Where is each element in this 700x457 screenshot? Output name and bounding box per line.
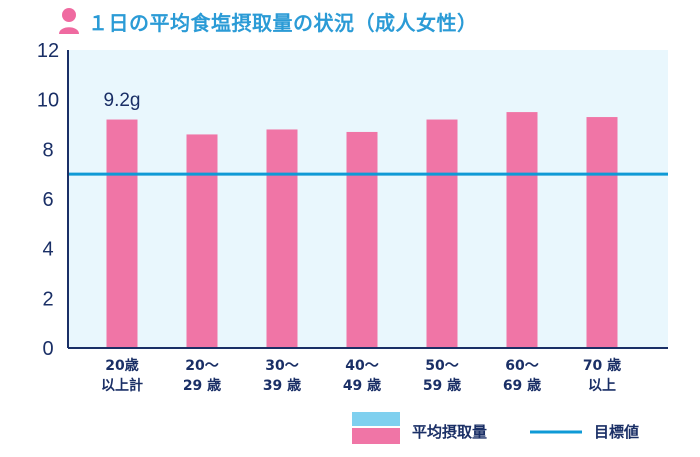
- legend-target-label: 目標値: [594, 423, 639, 441]
- x-tick-label: 70 歳以上: [583, 357, 621, 394]
- bar-6: [586, 117, 618, 348]
- y-tick-labels: 0 2 4 6 8 10 12: [37, 40, 59, 360]
- legend: 平均摂取量 目標値: [352, 412, 639, 444]
- y-tick-label: 12: [37, 40, 59, 62]
- bar-2: [266, 129, 298, 348]
- y-tick-label: 2: [42, 288, 53, 310]
- chart-title-row: １日の平均食塩摂取量の状況（成人女性）: [58, 6, 478, 36]
- y-tick-label: 10: [37, 90, 59, 112]
- x-tick-label: 40～ 49 歳: [343, 358, 381, 394]
- x-tick-label: 60～ 69 歳: [503, 358, 541, 394]
- chart-title: １日の平均食塩摂取量の状況（成人女性）: [88, 10, 478, 35]
- person-icon: [59, 8, 79, 34]
- y-tick-label: 8: [42, 139, 53, 161]
- axis-layer: [67, 50, 668, 349]
- bars-layer: [106, 112, 618, 349]
- data-labels: 9.2g: [104, 90, 141, 111]
- legend-swatch-light: [352, 412, 400, 426]
- bar-0: [106, 119, 138, 349]
- bar-5: [506, 112, 538, 348]
- x-tick-label: 20歳以上計: [101, 357, 143, 394]
- bar-4: [426, 119, 458, 349]
- x-tick-labels: 20歳以上計 20～ 29 歳 30～ 39 歳 40～ 49 歳 50～ 59 歳 60～ 69 …: [101, 357, 621, 394]
- y-tick-label: 6: [42, 189, 53, 211]
- legend-swatch-avg: [352, 428, 400, 444]
- x-tick-label: 50～ 59 歳: [423, 358, 461, 394]
- data-label: 9.2g: [104, 90, 141, 111]
- y-tick-label: 0: [42, 338, 53, 360]
- y-tick-label: 4: [42, 239, 53, 261]
- bar-1: [186, 134, 218, 348]
- bar-3: [346, 131, 378, 348]
- x-tick-label: 30～ 39 歳: [263, 358, 301, 394]
- legend-avg-label: 平均摂取量: [412, 423, 487, 441]
- x-tick-label: 20～ 29 歳: [183, 358, 221, 394]
